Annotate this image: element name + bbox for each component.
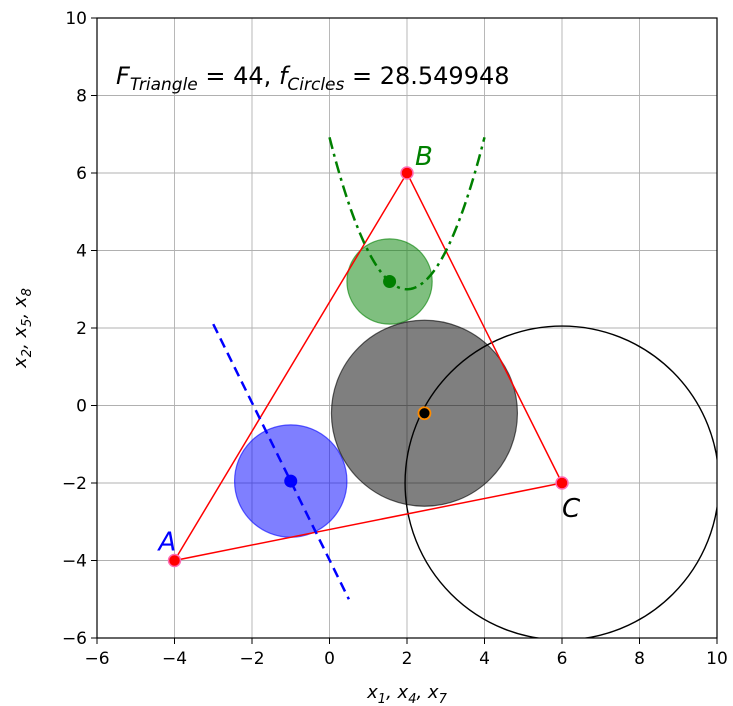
svg-text:x2, x5, x8: x2, x5, x8 (10, 288, 35, 369)
x-tick-label: 10 (706, 649, 728, 669)
ticks: −6 −4 −2 0 2 4 6 8 10 −6 −4 −2 0 2 4 6 8 10 (62, 9, 728, 669)
green-parabola (328, 137, 486, 291)
y-tick-label: −4 (62, 552, 87, 572)
x-tick-label: 8 (634, 649, 645, 669)
vertex-label-A: A (157, 528, 177, 558)
y-tick-label: −2 (62, 474, 87, 494)
y-tick-label: 4 (76, 242, 87, 262)
y-tick-label: 2 (76, 319, 87, 339)
x-axis-label: x1, x4, x7 (366, 682, 447, 706)
annotation-f-triangle-subscript: Triangle (130, 75, 198, 95)
y-tick-label: 0 (76, 397, 87, 417)
vertex-label-C: C (562, 494, 581, 524)
circle-outline (404, 325, 717, 638)
vertex-C (555, 476, 569, 490)
y-axis-label: x2, x5, x8 (10, 288, 35, 369)
x-tick-label: 0 (324, 649, 335, 669)
annotation-f-triangle-value: = 44, (198, 62, 279, 90)
vertex-label-B: B (415, 142, 433, 172)
x-tick-label: −6 (84, 649, 109, 669)
center-gray (417, 406, 432, 421)
center-green (383, 275, 397, 288)
x-tick-label: −4 (162, 649, 187, 669)
annotation-f-circles-value: = 28.549948 (344, 62, 509, 90)
x-tick-label: −2 (239, 649, 264, 669)
y-tick-label: 8 (76, 87, 87, 107)
plot-marks (167, 137, 717, 638)
svg-text:x1, x4, x7: x1, x4, x7 (366, 682, 447, 706)
annotation-f-circles-subscript: Circles (287, 75, 344, 95)
y-tick-label: 6 (76, 164, 87, 184)
blue-dashed-line (212, 323, 350, 600)
vertex-B (400, 166, 414, 180)
y-tick-label: −6 (62, 629, 87, 649)
x-tick-label: 6 (557, 649, 568, 669)
x-tick-label: 2 (402, 649, 413, 669)
vertex-A (167, 553, 182, 568)
x-tick-label: 4 (479, 649, 490, 669)
center-blue (284, 474, 298, 488)
annotation-text: FTriangle = 44, fCircles = 28.549948 (116, 62, 510, 95)
triangle (172, 171, 564, 562)
y-tick-label: 10 (65, 9, 87, 29)
annotation-f-triangle-symbol: F (116, 62, 131, 90)
